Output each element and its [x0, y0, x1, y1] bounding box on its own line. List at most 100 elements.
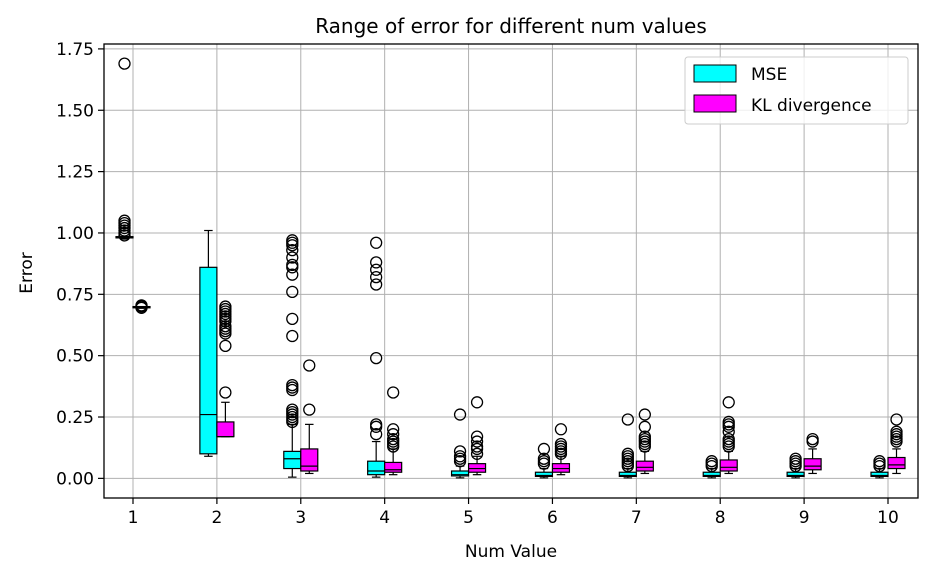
kl-divergence-outlier-point: [806, 435, 819, 448]
mse-box-group: [702, 455, 721, 479]
mse-box: [534, 471, 554, 478]
mse-box-group: [534, 442, 554, 479]
mse-outlier-point: [286, 239, 299, 252]
mse-box-group: [115, 57, 134, 242]
mse-box-group: [618, 413, 637, 479]
kl-divergence-outlier-point: [470, 435, 484, 448]
mse-outlier-point: [286, 329, 299, 343]
y-axis-label: Error: [17, 252, 37, 293]
x-tick-label: 4: [379, 508, 390, 528]
x-tick-label: 7: [631, 508, 642, 528]
kl-divergence-outlier-point: [722, 440, 735, 453]
kl-divergence-outlier-point: [303, 359, 316, 372]
mse-box: [450, 470, 470, 477]
mse-outlier-point: [286, 261, 299, 274]
kl-divergence-outlier-point: [890, 435, 903, 448]
x-axis-label: Num Value: [465, 542, 557, 562]
kl-divergence-box: [551, 463, 571, 473]
kl-divergence-outlier-point: [638, 440, 651, 453]
x-tick-label: 8: [715, 508, 726, 528]
mse-outlier-point: [537, 442, 551, 456]
kl-divergence-outlier-point: [554, 423, 568, 436]
kl-divergence-outlier-point: [387, 386, 400, 399]
kl-divergence-box-group: [300, 359, 319, 475]
mse-outlier-point: [789, 459, 802, 473]
kl-divergence-outlier-point: [722, 425, 735, 438]
y-tick-label: 1.50: [56, 101, 94, 121]
mse-outlier-point: [370, 256, 383, 269]
mse-outlier-point: [286, 268, 299, 281]
x-tick-label: 6: [547, 508, 558, 528]
kl-divergence-box-group: [132, 299, 151, 314]
y-tick-label: 1.75: [56, 40, 94, 60]
mse-outlier-point: [286, 312, 299, 326]
kl-divergence-outlier-point: [135, 301, 148, 314]
x-tick-label: 5: [463, 508, 474, 528]
mse-outlier-point: [453, 445, 467, 458]
chart-title: Range of error for different num values: [315, 14, 707, 38]
kl-divergence-box: [635, 460, 654, 472]
kl-divergence-box-group: [551, 423, 571, 476]
kl-divergence-box-group: [887, 413, 906, 475]
kl-divergence-outlier-point: [219, 386, 232, 399]
legend-swatch-mse: [693, 64, 737, 83]
x-tick-label: 2: [211, 508, 222, 528]
mse-box: [199, 266, 218, 455]
y-tick-label: 0.50: [56, 347, 94, 367]
kl-divergence-outlier-point: [470, 430, 484, 443]
mse-outlier-point: [118, 57, 131, 70]
mse-outlier-point: [370, 351, 383, 365]
y-tick-label: 1.00: [56, 224, 94, 244]
kl-divergence-box: [719, 459, 738, 472]
kl-divergence-outlier-point: [470, 442, 484, 456]
kl-divergence-box-group: [216, 300, 235, 438]
mse-box-group: [870, 455, 889, 479]
kl-divergence-outlier-point: [387, 428, 400, 441]
legend-frame: [684, 56, 909, 125]
plot-frame: [103, 43, 919, 499]
kl-divergence-box-group: [803, 432, 822, 475]
kl-divergence-box: [216, 421, 235, 438]
kl-divergence-box: [887, 456, 906, 470]
mse-outlier-point: [370, 278, 383, 291]
mse-outlier-point: [370, 428, 383, 441]
kl-divergence-outlier-point: [219, 339, 232, 352]
x-tick-label: 1: [128, 508, 139, 528]
mse-outlier-point: [621, 413, 634, 426]
y-tick-label: 0.75: [56, 285, 94, 305]
legend: MSE KL divergence: [684, 56, 909, 125]
mse-box: [367, 460, 386, 476]
mse-outlier-point: [286, 383, 299, 397]
legend-label-mse: MSE: [751, 65, 787, 85]
mse-outlier-point: [621, 459, 634, 473]
kl-divergence-box-group: [719, 396, 738, 475]
x-tick-label: 9: [799, 508, 810, 528]
y-tick-label: 0.25: [56, 408, 94, 428]
mse-outlier-point: [705, 459, 718, 473]
mse-outlier-point: [286, 285, 299, 299]
x-tick-label: 10: [877, 508, 899, 528]
y-tick-label: 0.00: [56, 469, 94, 489]
mse-box-group: [283, 234, 302, 478]
box-layer: [115, 57, 906, 479]
kl-divergence-box-group: [467, 396, 487, 476]
mse-box-group: [786, 452, 805, 479]
kl-divergence-outlier-point: [554, 447, 568, 460]
mse-outlier-point: [370, 270, 383, 284]
kl-divergence-outlier-point: [890, 413, 903, 426]
kl-divergence-outlier-point: [387, 440, 400, 453]
kl-divergence-outlier-point: [722, 396, 735, 409]
kl-divergence-box-group: [635, 408, 654, 475]
kl-divergence-box: [384, 461, 403, 473]
mse-outlier-point: [286, 251, 299, 264]
mse-outlier-point: [537, 457, 551, 470]
kl-divergence-outlier-point: [219, 315, 232, 328]
kl-divergence-outlier-point: [638, 408, 651, 421]
mse-outlier-point: [370, 263, 383, 276]
kl-divergence-outlier-point: [219, 327, 232, 340]
mse-outlier-point: [286, 415, 299, 429]
mse-outlier-point: [453, 455, 467, 468]
mse-box-group: [199, 229, 218, 457]
mse-box: [283, 450, 302, 470]
